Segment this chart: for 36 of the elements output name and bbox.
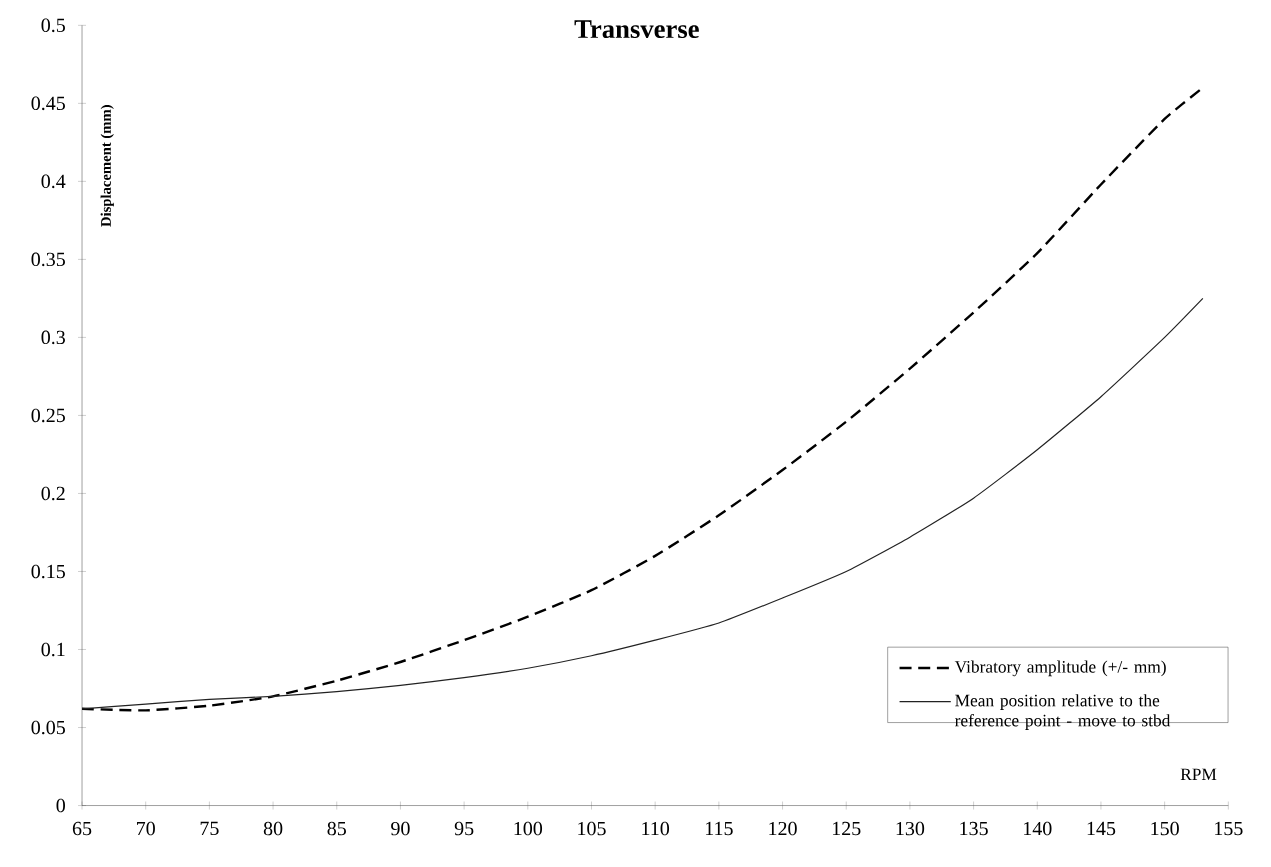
y-tick-label: 0 [56, 798, 65, 813]
x-tick-label: 85 [327, 821, 346, 836]
x-tick-label: 100 [514, 821, 543, 836]
x-tick-label: 150 [1151, 821, 1179, 836]
y-tick-label: 0.3 [41, 330, 65, 345]
y-tick-label: 0.25 [31, 408, 65, 423]
x-tick-label: 80 [263, 821, 283, 836]
y-tick-label: 0.05 [31, 720, 65, 735]
y-axis-title: Displacement (mm) [100, 105, 114, 227]
x-tick-label: 115 [705, 821, 733, 836]
x-tick-label: 90 [391, 821, 410, 836]
x-tick-label: 125 [832, 821, 861, 836]
x-tick-label: 65 [72, 821, 92, 836]
x-tick-label: 120 [769, 821, 797, 836]
chart-title: Transverse [574, 20, 699, 39]
y-tick-label: 0.45 [31, 96, 65, 111]
x-tick-label: 70 [137, 821, 155, 836]
y-tick-label: 0.5 [41, 18, 65, 33]
line-series [81, 297, 1204, 710]
x-tick-label: 135 [960, 821, 988, 836]
y-tick-label: 0.15 [31, 564, 65, 579]
x-tick-label: 75 [200, 821, 219, 836]
x-tick-label: 105 [578, 821, 606, 836]
y-tick-label: 0.35 [31, 252, 65, 267]
x-tick-label: 130 [896, 821, 925, 836]
y-tick-label: 0.1 [41, 642, 65, 657]
y-tick-label: 0.2 [41, 486, 65, 501]
x-tick-label: 155 [1215, 821, 1243, 836]
x-axis-title: RPM [1180, 768, 1217, 781]
x-tick-label: 110 [642, 821, 670, 836]
x-tick-label: 95 [454, 821, 474, 836]
y-tick-label: 0.4 [41, 174, 66, 189]
legend-label: Mean position relative to the reference point - move to stbd [955, 694, 1171, 730]
x-tick-label: 140 [1024, 821, 1052, 836]
legend-label: Vibratory amplitude (+/- mm) [954, 660, 1166, 677]
x-tick-label: 145 [1087, 821, 1116, 836]
